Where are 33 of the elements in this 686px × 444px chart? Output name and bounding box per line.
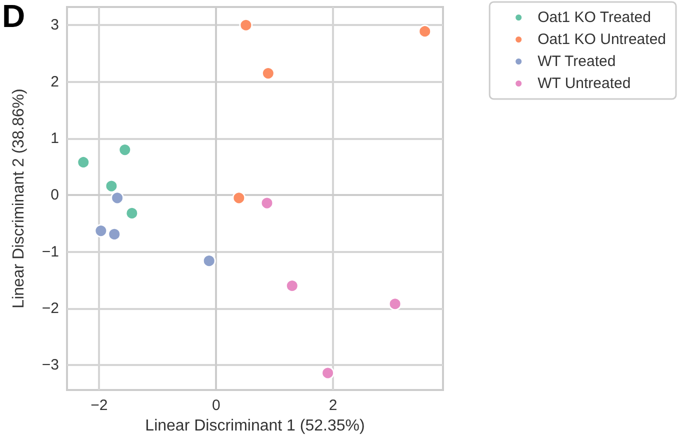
- point: [388, 297, 402, 311]
- y-tick-label: −1: [42, 243, 59, 260]
- x-tick-label: 2: [328, 397, 338, 414]
- y-tick-label: 2: [50, 73, 59, 90]
- text: D: [2, 0, 26, 34]
- x-tick-label: −2: [90, 397, 108, 414]
- y-axis-title: Linear Discriminant 2 (38.86%): [10, 88, 28, 308]
- x-axis-title: Linear Discriminant 1 (52.35%): [145, 417, 365, 434]
- point: [239, 18, 253, 32]
- point: [104, 179, 118, 193]
- x-tick-label: 0: [212, 397, 220, 414]
- point: [285, 279, 299, 292]
- point: [118, 143, 132, 157]
- legend-label: WT Untreated: [538, 75, 631, 92]
- point: [110, 191, 124, 205]
- point: [94, 224, 108, 238]
- point: [232, 191, 246, 205]
- y-tick-label: 0: [50, 186, 59, 204]
- legend-label: Oat1 KO Treated: [538, 9, 652, 26]
- point: [202, 254, 216, 268]
- point: [108, 227, 122, 241]
- legend-label: WT Treated: [538, 53, 616, 70]
- point: [418, 24, 432, 38]
- point: [261, 66, 275, 80]
- y-tick-label: −3: [42, 356, 59, 374]
- legend-label: Oat1 KO Untreated: [538, 31, 666, 48]
- point: [125, 206, 139, 220]
- point: [260, 196, 274, 210]
- y-tick-label: 3: [50, 16, 59, 34]
- point: [321, 366, 335, 380]
- y-tick-label: 1: [50, 130, 59, 147]
- point: [76, 155, 90, 169]
- y-tick-label: −2: [42, 300, 59, 317]
